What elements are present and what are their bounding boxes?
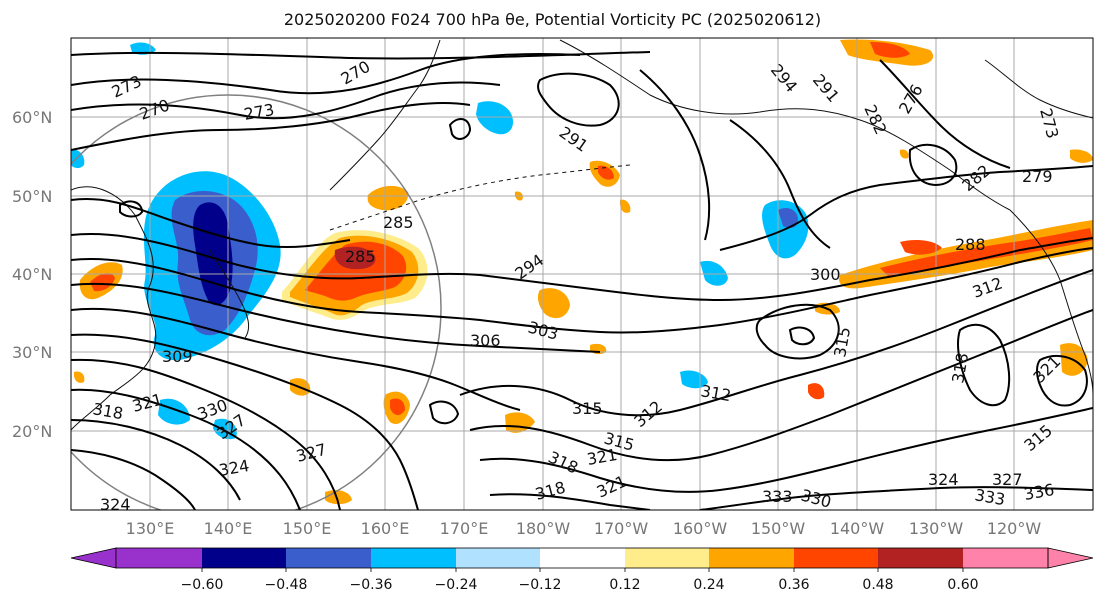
pv-blob-east (680, 370, 708, 389)
contour-label: 279 (1022, 167, 1053, 186)
lat-label: 20°N (12, 422, 52, 441)
range-circle (71, 94, 442, 510)
colorbar-tick-label: −0.60 (181, 577, 224, 593)
pv-blob-aleutian-red (598, 165, 614, 180)
graticule (71, 38, 1093, 510)
chart-title: 2025020200 F024 700 hPa θe, Potential Vo… (283, 10, 822, 29)
map-frame (70, 37, 1094, 511)
coast-na-west (1009, 209, 1093, 396)
map-content: 273 270 273 270 285 285 294 291 294 291 … (71, 38, 1093, 514)
colorbar-tick-label: 0.24 (693, 577, 724, 593)
lat-label: 30°N (12, 343, 52, 362)
lon-label: 120°W (987, 519, 1042, 538)
contour-label: 306 (470, 331, 501, 350)
colorbar-segment (963, 548, 1048, 568)
pv-blob-central-yellow (537, 288, 570, 319)
pv-blob-south-6 (808, 383, 825, 400)
colorbar-segment (794, 548, 878, 568)
coast-kamchatka (329, 39, 441, 191)
pv-blob-kuroshio-darkred (334, 246, 376, 270)
coast-na-inner (984, 59, 1093, 119)
pv-blob-gulf-alaska-red (870, 42, 910, 58)
lat-label: 50°N (12, 187, 52, 206)
colorbar-segment (116, 548, 202, 568)
contour-label: 309 (162, 347, 193, 366)
colorbar-segment (371, 548, 456, 568)
lon-labels: 130°E 140°E 150°E 160°E 170°E 180°W 170°… (126, 519, 1042, 538)
colorbar-tick-label: −0.36 (350, 577, 393, 593)
pv-blob-jet-stream-red (880, 228, 1093, 276)
pv-blob-west-coast-red (90, 273, 115, 292)
lon-label: 140°W (830, 519, 885, 538)
lon-label: 170°W (594, 519, 649, 538)
lat-label: 60°N (12, 108, 52, 127)
colorbar-ticks (201, 568, 964, 572)
coast-aleutians (329, 164, 631, 231)
pv-blob-central (700, 260, 728, 286)
pv-negative-shading (71, 42, 809, 440)
lat-label: 40°N (12, 265, 52, 284)
colorbar-frame (115, 547, 1049, 569)
lon-label: 160°E (361, 519, 410, 538)
colorbar-segment (202, 548, 286, 568)
colorbar-tick-label: 0.48 (862, 577, 893, 593)
lon-label: 140°E (204, 519, 253, 538)
contour-label: 285 (345, 247, 376, 266)
pv-blob-bering (476, 101, 514, 135)
pv-blob-kuroshio-red (305, 241, 407, 301)
colorbar-extend-high (1047, 547, 1094, 569)
coast-alaska (559, 39, 1011, 211)
pv-blob-gulf-dark (778, 208, 798, 228)
pv-blob-gulf-red (900, 240, 942, 255)
colorbar-segment (540, 548, 625, 568)
pv-positive-shading (73, 39, 1093, 505)
colorbar: −0.60 −0.48 −0.36 −0.24 −0.12 0.12 0.24 … (70, 547, 1094, 593)
theta-e-contours (71, 51, 1093, 510)
colorbar-extend-low (70, 547, 117, 569)
pv-blob-south-1-red (390, 398, 405, 416)
coast-asia (71, 186, 157, 431)
contour-label: 285 (383, 213, 414, 232)
colorbar-segment (456, 548, 540, 568)
pv-blob-north-japan (367, 185, 409, 211)
colorbar-tick-label: 0.60 (947, 577, 978, 593)
lon-label: 170°E (440, 519, 489, 538)
colorbar-segment (625, 548, 709, 568)
colorbar-segment (878, 548, 963, 568)
contour-label: 333 (762, 487, 793, 506)
pv-blob-small-b (73, 371, 85, 383)
lon-label: 160°W (673, 519, 728, 538)
colorbar-tick-label: −0.48 (265, 577, 308, 593)
lon-label: 130°E (126, 519, 175, 538)
lon-label: 130°W (909, 519, 964, 538)
colorbar-tick-label: 0.12 (609, 577, 640, 593)
lon-label: 150°W (751, 519, 806, 538)
pv-blob-tropics (158, 398, 190, 425)
colorbar-segment (709, 548, 794, 568)
colorbar-tick-label: −0.12 (519, 577, 562, 593)
contour-label: 300 (810, 265, 841, 284)
contour-label: 327 (992, 470, 1023, 489)
contour-label: 288 (955, 235, 986, 254)
pv-blob-small-c (899, 149, 909, 159)
colorbar-tick-label: −0.24 (435, 577, 478, 593)
coast-japan (209, 249, 250, 339)
pv-blob-us-coast (1070, 149, 1093, 163)
coastlines (71, 39, 1093, 431)
contour-label: 324 (100, 495, 131, 514)
colorbar-segment (286, 548, 371, 568)
lat-labels: 60°N 50°N 40°N 30°N 20°N (12, 108, 52, 441)
lon-label: 180°W (516, 519, 571, 538)
contour-label: 315 (572, 399, 603, 418)
lon-label: 150°E (283, 519, 332, 538)
contour-label: 324 (928, 470, 959, 489)
pv-blob-small-a (619, 199, 631, 213)
colorbar-tick-label: 0.36 (778, 577, 809, 593)
